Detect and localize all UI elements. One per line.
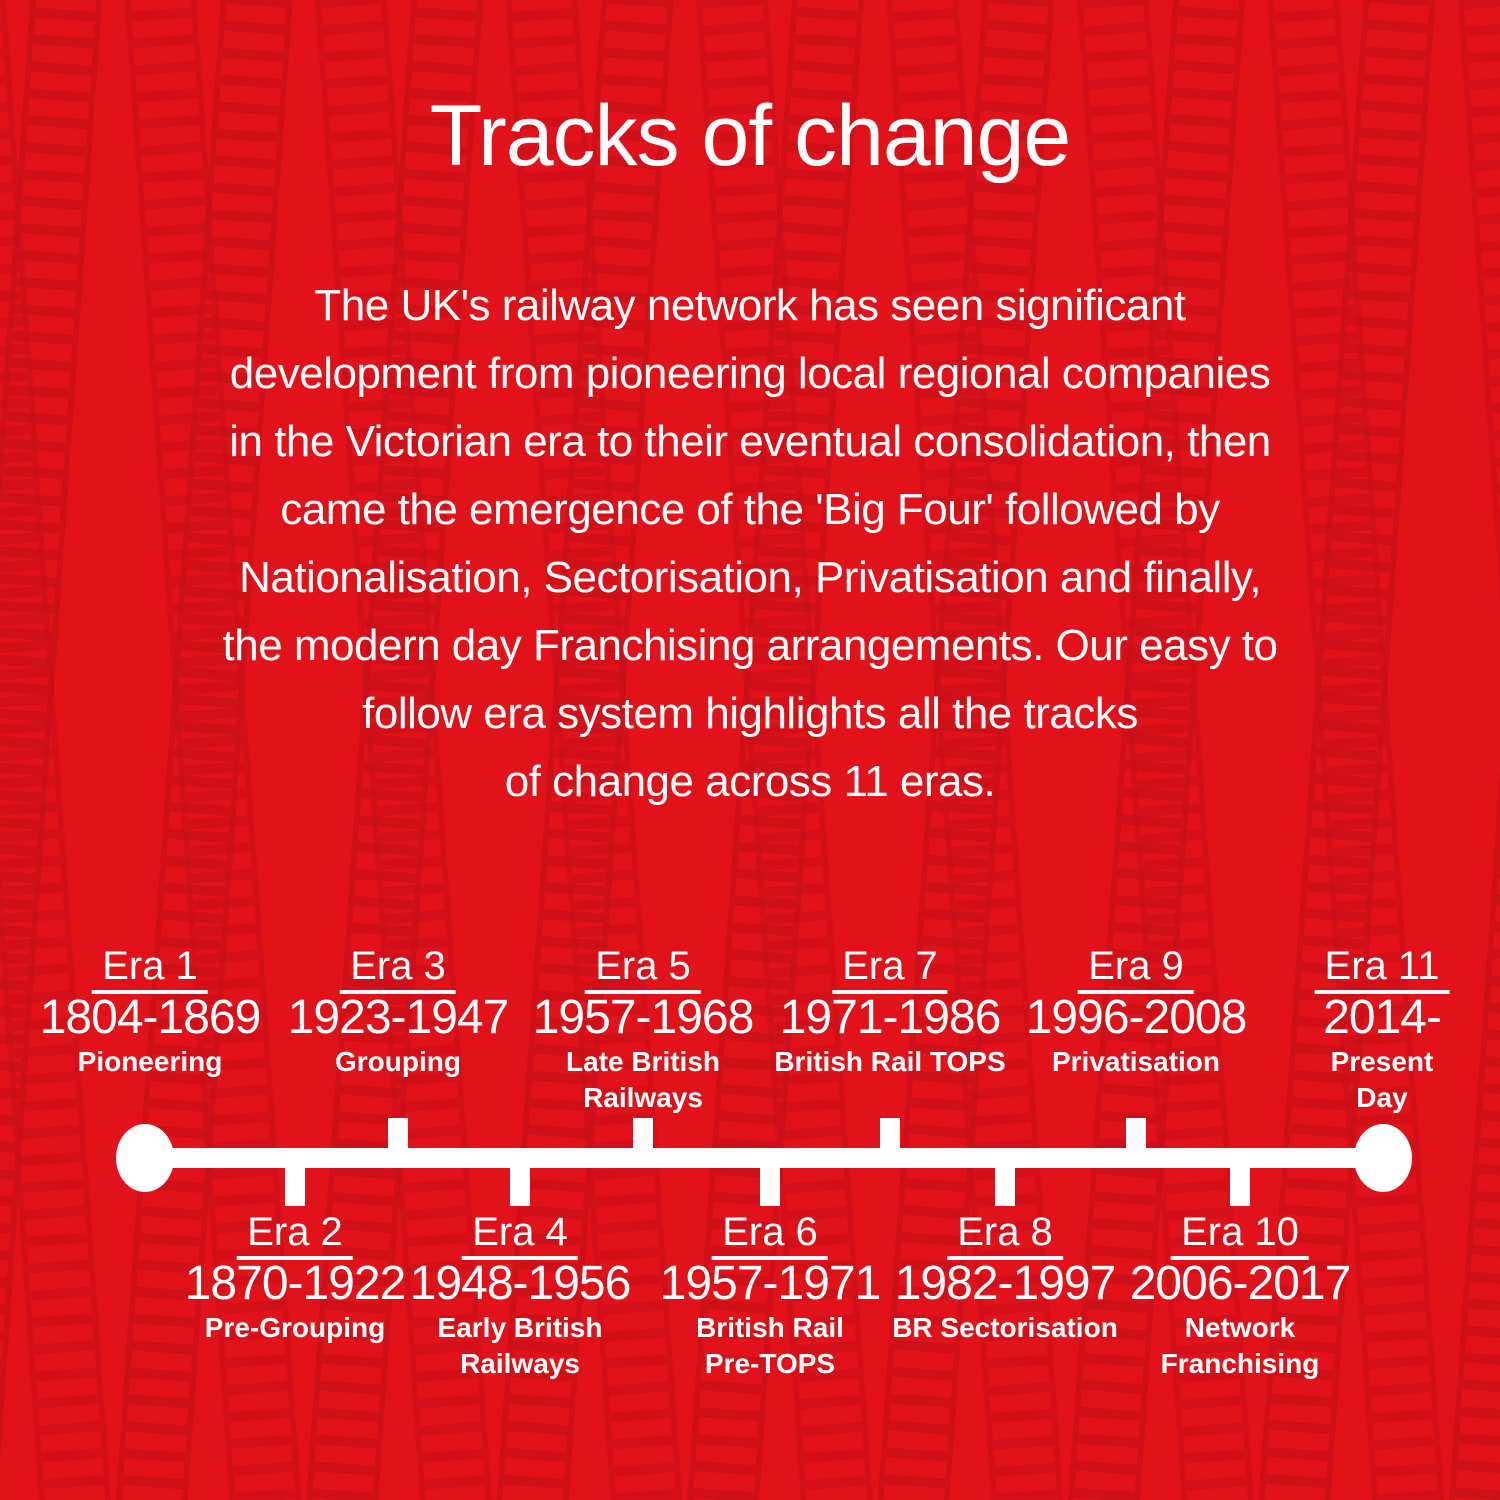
intro-line: The UK's railway network has seen signif… <box>314 281 1186 330</box>
intro-line: development from pioneering local region… <box>229 349 1271 398</box>
era-label: Grouping <box>335 1046 461 1077</box>
timeline-tick-era-5 <box>633 1118 653 1152</box>
intro-line: the modern day Franchising arrangements.… <box>222 621 1279 670</box>
intro-line: came the emergence of the 'Big Four' fol… <box>280 485 1220 534</box>
era-label: Early British Railways <box>437 1312 603 1379</box>
timeline-bar <box>145 1148 1383 1168</box>
era-years: 2006-2017 <box>1129 1257 1352 1310</box>
era-column-7: Era 7 1971-1986 British Rail TOPS <box>774 946 1005 1080</box>
era-name: Era 3 <box>288 946 509 994</box>
era-years: 1948-1956 <box>409 1257 632 1310</box>
era-years: 1870-1922 <box>184 1257 407 1310</box>
page-title: Tracks of change <box>429 88 1071 184</box>
intro-line: of change across 11 eras. <box>504 757 996 806</box>
era-column-1: Era 1 1804-1869 Pioneering <box>39 946 262 1080</box>
era-years: 1957-1971 <box>659 1257 882 1310</box>
era-years: 1971-1986 <box>779 991 1002 1044</box>
era-column-2: Era 2 1870-1922 Pre-Grouping <box>184 1212 407 1346</box>
timeline-tick-era-7 <box>880 1118 900 1152</box>
era-label: Pioneering <box>77 1046 223 1077</box>
era-label: Network Franchising <box>1160 1312 1320 1379</box>
era-name: Era 1 <box>40 946 261 994</box>
era-column-10: Era 10 2006-2017 Network Franchising <box>1129 1212 1352 1382</box>
intro-line: follow era system highlights all the tra… <box>362 689 1138 738</box>
era-years: 1923-1947 <box>287 991 510 1044</box>
era-name: Era 2 <box>185 1212 406 1260</box>
era-name: Era 10 <box>1130 1212 1351 1260</box>
era-years: 1982-1997 <box>894 1257 1117 1310</box>
timeline-tick-era-10 <box>1230 1166 1250 1206</box>
era-column-6: Era 6 1957-1971 British Rail Pre-TOPS <box>659 1212 882 1382</box>
era-name: Era 9 <box>1026 946 1247 994</box>
era-name: Era 5 <box>533 946 754 994</box>
era-years: 2014- <box>1323 991 1442 1044</box>
intro-line: in the Victorian era to their eventual c… <box>229 417 1271 466</box>
era-name: Era 6 <box>660 1212 881 1260</box>
era-column-3: Era 3 1923-1947 Grouping <box>287 946 510 1080</box>
era-name: Era 7 <box>774 946 1005 994</box>
timeline-tick-era-4 <box>510 1166 530 1206</box>
timeline-end-node <box>1354 1124 1412 1192</box>
timeline-tick-era-9 <box>1126 1118 1146 1152</box>
era-years: 1804-1869 <box>39 991 262 1044</box>
era-label: British Rail TOPS <box>774 1046 1006 1077</box>
era-label: Present Day <box>1330 1046 1434 1113</box>
era-name: Era 8 <box>892 1212 1118 1260</box>
era-column-8: Era 8 1982-1997 BR Sectorisation <box>892 1212 1118 1346</box>
era-label: Pre-Grouping <box>204 1312 386 1343</box>
intro-paragraph: The UK's railway network has seen signif… <box>0 272 1500 816</box>
era-column-5: Era 5 1957-1968 Late British Railways <box>532 946 755 1116</box>
timeline-tick-era-2 <box>285 1166 305 1206</box>
timeline-start-node <box>116 1124 174 1192</box>
era-label: Privatisation <box>1051 1046 1221 1077</box>
timeline-tick-era-3 <box>388 1118 408 1152</box>
era-label: BR Sectorisation <box>892 1312 1118 1343</box>
era-name: Era 11 <box>1314 946 1450 994</box>
era-column-4: Era 4 1948-1956 Early British Railways <box>409 1212 632 1382</box>
era-name: Era 4 <box>410 1212 631 1260</box>
era-column-11: Era 11 2014- Present Day <box>1314 946 1450 1116</box>
era-label: British Rail Pre-TOPS <box>696 1312 844 1379</box>
era-years: 1996-2008 <box>1025 991 1248 1044</box>
timeline-tick-era-8 <box>995 1166 1015 1206</box>
intro-line: Nationalisation, Sectorisation, Privatis… <box>239 553 1261 602</box>
timeline-tick-era-6 <box>760 1166 780 1206</box>
era-years: 1957-1968 <box>532 991 755 1044</box>
era-column-9: Era 9 1996-2008 Privatisation <box>1025 946 1248 1080</box>
era-label: Late British Railways <box>565 1046 721 1113</box>
